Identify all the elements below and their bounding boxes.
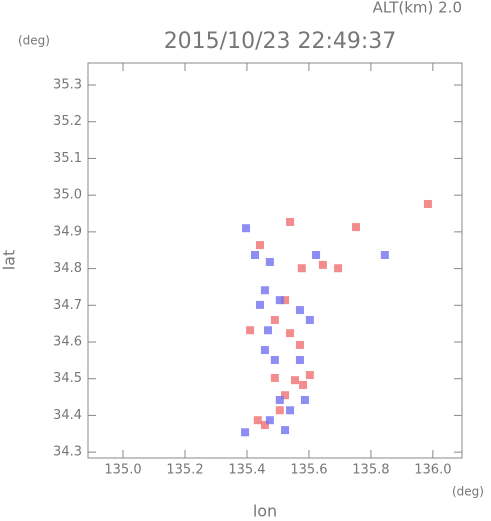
y-tick-label: 35.0: [53, 188, 82, 203]
echo-point: [295, 340, 304, 349]
echo-point: [295, 355, 304, 364]
x-tick-label: 135.2: [166, 463, 203, 478]
echo-point: [290, 376, 299, 385]
x-tick-label: 135.4: [228, 463, 265, 478]
echo-point: [305, 371, 314, 380]
annotation: ALT(km) 2.0: [373, 0, 462, 17]
y-tick-label: 34.4: [53, 408, 82, 423]
echo-point: [241, 428, 250, 437]
echo-point: [300, 395, 309, 404]
x-tick-label: 136.0: [414, 463, 451, 478]
echo-point: [423, 199, 432, 208]
y-tick-label: 34.7: [53, 298, 82, 313]
x-unit: (deg): [452, 485, 484, 499]
y-axis-label: lat: [0, 250, 19, 271]
echo-point: [265, 416, 274, 425]
echo-point: [281, 426, 290, 435]
x-tick-label: 135.0: [104, 463, 141, 478]
y-tick-label: 34.9: [53, 224, 82, 239]
echo-point: [275, 296, 284, 305]
echo-point: [251, 250, 260, 259]
echo-point: [260, 346, 269, 355]
echo-point: [305, 315, 314, 324]
echo-point: [242, 224, 251, 233]
echo-point: [270, 355, 279, 364]
echo-point: [318, 260, 327, 269]
y-tick-label: 34.8: [53, 261, 82, 276]
echo-point: [255, 241, 264, 250]
echo-point: [275, 406, 284, 415]
x-tick-label: 135.8: [352, 463, 389, 478]
x-tick-label: 135.6: [290, 463, 327, 478]
y-tick-label: 35.1: [53, 151, 82, 166]
echo-point: [286, 217, 295, 226]
echo-point: [295, 306, 304, 315]
echo-point: [334, 264, 343, 273]
echo-point: [246, 326, 255, 335]
y-tick-label: 34.6: [53, 334, 82, 349]
x-axis-label: lon: [253, 502, 277, 521]
echo-point: [281, 391, 290, 400]
echo-point: [260, 420, 269, 429]
echo-point: [286, 329, 295, 338]
plot-frame: [87, 62, 463, 459]
echo-point: [275, 395, 284, 404]
echo-point: [352, 223, 361, 232]
echo-point: [260, 286, 269, 295]
echo-point: [270, 315, 279, 324]
echo-point: [255, 300, 264, 309]
echo-point: [253, 416, 262, 425]
echo-point: [299, 380, 308, 389]
y-tick-label: 35.3: [53, 78, 82, 93]
echo-point: [281, 296, 290, 305]
chart-title: 2015/10/23 22:49:37: [164, 29, 397, 54]
echo-point: [297, 264, 306, 273]
echo-point: [264, 326, 273, 335]
echo-point: [270, 373, 279, 382]
echo-point: [380, 250, 389, 259]
echo-point: [312, 250, 321, 259]
y-tick-label: 34.3: [53, 445, 82, 460]
y-unit: (deg): [18, 34, 50, 48]
y-tick-label: 35.2: [53, 114, 82, 129]
y-tick-label: 34.5: [53, 371, 82, 386]
echo-point: [265, 257, 274, 266]
echo-point: [286, 406, 295, 415]
